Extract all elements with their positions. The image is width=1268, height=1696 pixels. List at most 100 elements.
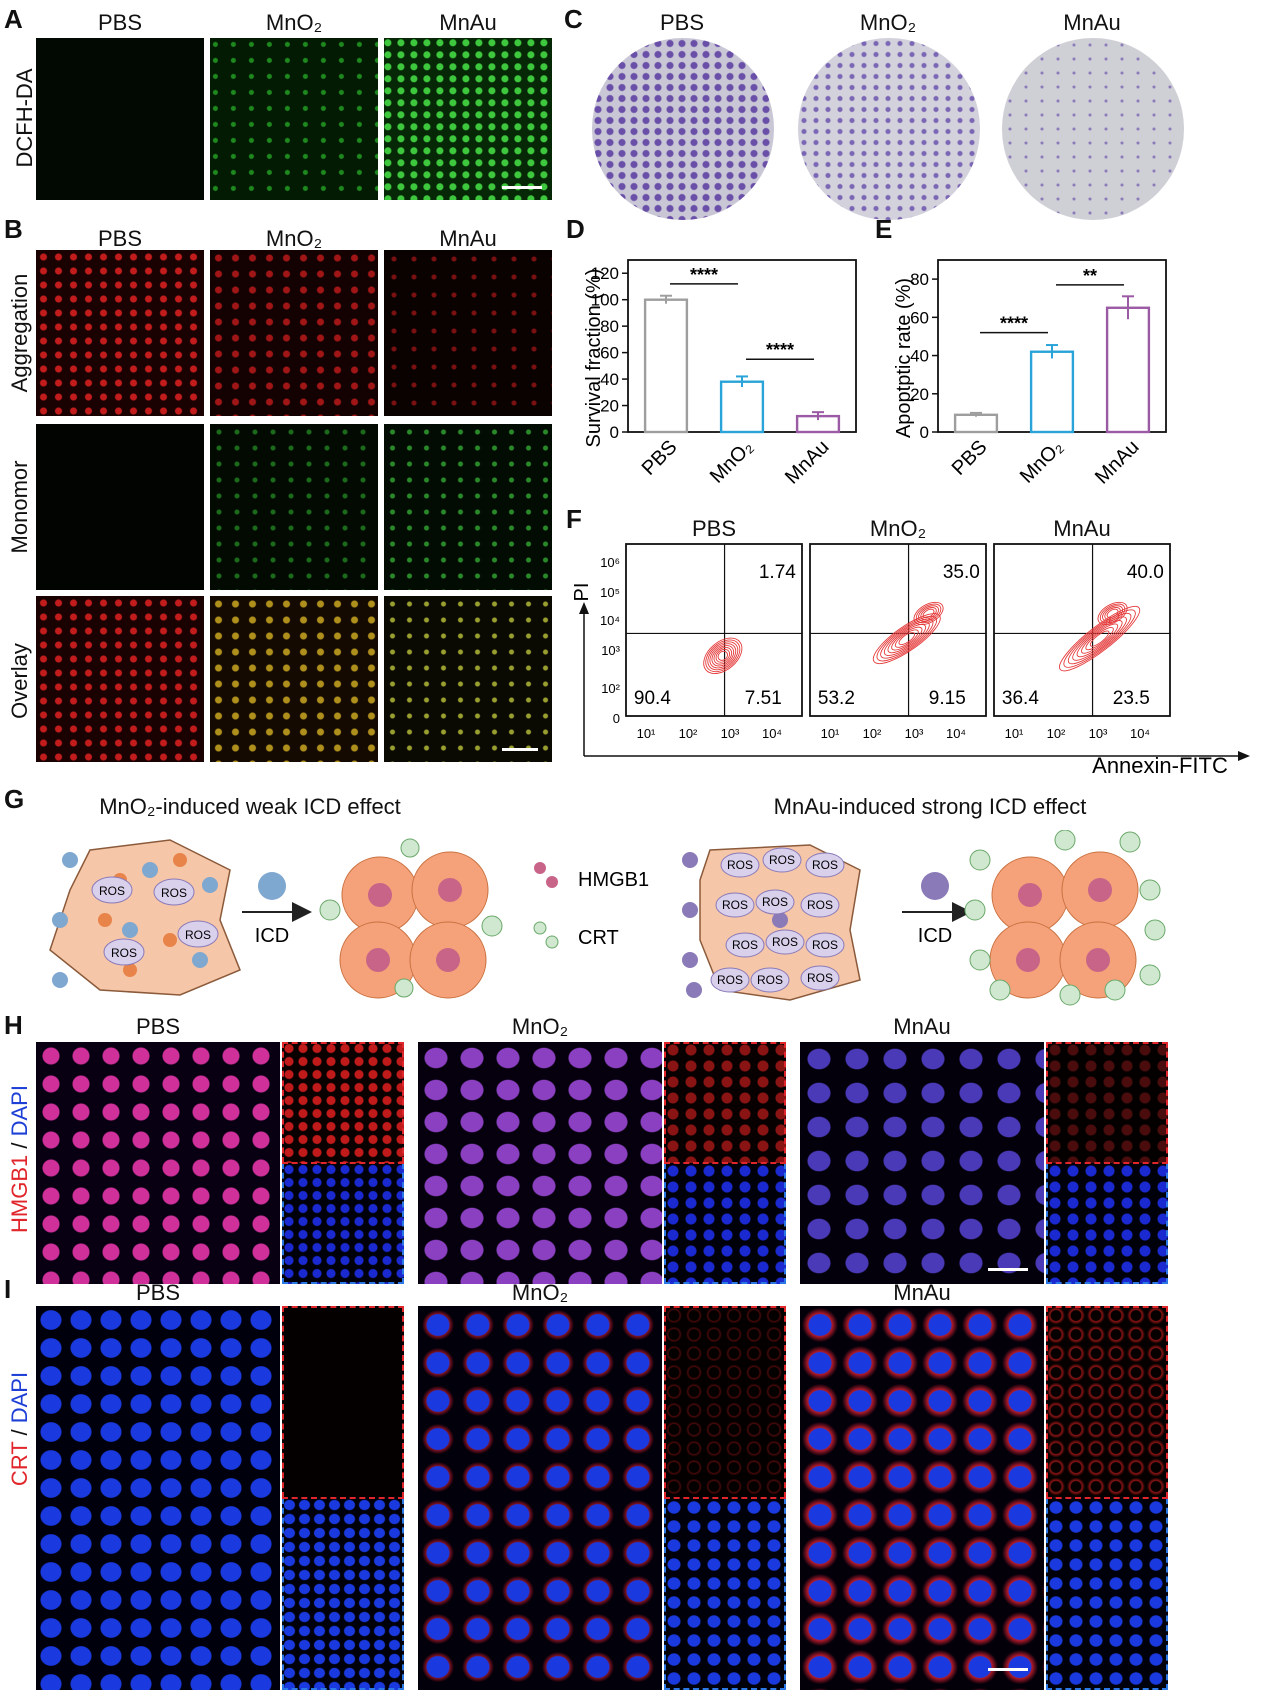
h-divider-mnau [1046,1162,1168,1164]
panel-label-d: D [566,214,585,244]
i-frame-red-mno2 [664,1306,786,1498]
panel-label-b: B [4,214,23,244]
e-ytick-label-0: 0 [920,423,929,442]
f-contour-2-3 [1072,616,1127,661]
g-ros-cloud-9 [750,967,790,993]
g-ros-cloud-1 [762,847,802,873]
g-ros-2: ROS [161,886,187,900]
g-ros-cloud-7 [765,929,805,955]
g-ros-label-10: ROS [807,971,833,985]
i-frame-blue-pbs [282,1498,404,1690]
f-xlabel: Annexin-FITC [1092,753,1228,778]
i-ylabel: CRT / DAPI [7,1369,33,1489]
c-dish-mnau [1002,38,1184,220]
d-ylabel: Survival fraction (%) [583,269,605,448]
d-ytick-label-0: 0 [610,423,619,442]
i-ylabel-blue: DAPI [7,1371,32,1424]
g-ros-label-2: ROS [812,858,838,872]
a-image-mnau [384,38,552,200]
h-blue-mno2 [664,1163,786,1284]
f-contour-0-5 [713,647,733,665]
g-legend-crt: CRT [578,927,619,949]
b-agg-mno2 [210,250,378,416]
d-bar-1 [719,380,765,434]
g-left-title: MnO₂-induced weak ICD effect [99,794,401,819]
i-red-mnau [1046,1306,1168,1498]
f-ytick-label-3: 10⁴ [600,613,620,628]
f-ytick-label-2: 10³ [601,643,620,658]
f-contour-hi-2-3 [1104,607,1121,620]
i-divider-pbs [282,1497,404,1499]
f-xtick-label-2-1: 10² [1047,726,1066,741]
g-ros-cloud-3 [715,892,755,918]
f-contour-hi-2-4 [1106,608,1119,619]
e-xtick-label-0: PBS [948,436,992,480]
f-q-ur-1: 35.0 [943,562,980,583]
i-ylabel-sep: / [7,1423,32,1442]
c-col-pbs: PBS [659,10,705,35]
g-ros-cloud-2 [805,852,845,878]
f-contour-2-0 [1059,605,1141,672]
f-contour-hi-1-1 [915,603,942,624]
f-xtick-label-2-0: 10¹ [1005,726,1024,741]
b-over-pbs [36,596,204,762]
f-box-2 [993,543,1171,717]
chart-e: Apoptptic rate (%) 0 20 40 60 80 PBS MnO₂ MnAu *… [893,259,1167,488]
f-contour-0-0 [703,637,743,674]
h-blue-pbs [282,1163,404,1284]
g-ros-label-4: ROS [762,895,788,909]
panel-label-e: E [875,214,893,244]
h-frame-blue-mno2 [664,1163,786,1284]
e-bar-0 [953,413,999,434]
f-contour-1-5 [891,626,923,651]
i-frame-red-mnau [1046,1306,1168,1498]
a-scale-bar [502,186,542,189]
h-ylabel-blue: DAPI [7,1085,32,1137]
d-ytick-label-6: 120 [591,264,619,283]
f-contour-0-6 [715,648,731,663]
g-right-arrow-label: ICD [918,925,952,947]
d-xtick-label-2: MnAu [781,436,834,489]
chart-d: Survival fraction (%) 0 20 40 60 80 100 120 PBS… [583,259,857,489]
b-mono-mnau [384,424,552,590]
d-xtick-label-0: PBS [638,436,682,480]
g-legend-hmgb1-icon [534,862,546,874]
b-mono-pbs [36,424,204,590]
b-row-overlay: Overlay [7,643,32,719]
i-main-mnau [800,1306,1044,1690]
i-divider-mnau [1046,1497,1168,1499]
h-frame-blue-pbs [282,1163,404,1284]
f-xtick-label-1-0: 10¹ [821,726,840,741]
f-q-lr-2: 23.5 [1113,688,1150,709]
g-left-cells: ROS ROS ROS ROS [49,839,241,996]
b-scale-bar [502,748,538,751]
g-ros-cloud-8 [805,932,845,958]
b-col-mnau: MnAu [439,226,497,251]
f-ytick-label-4: 10⁵ [600,585,620,600]
f-contour-0-2 [707,641,739,671]
f-xtick-label-0-3: 10⁴ [762,726,782,741]
f-contour-0-4 [711,645,735,667]
h-ylabel-sep: / [7,1136,32,1155]
i-col-mnau: MnAu [893,1280,951,1305]
i-col-mno2: MnO₂ [511,1280,569,1305]
f-xtick-label-2-2: 10³ [1089,726,1108,741]
g-ros-label-5: ROS [807,898,833,912]
g-ros-4: ROS [111,946,137,960]
b-agg-pbs [36,250,204,416]
f-contour-hi-2-2 [1102,605,1124,622]
g-legend-hmgb1: HMGB1 [578,869,649,891]
f-contour-2-1 [1063,609,1136,668]
h-col-pbs: PBS [135,1014,181,1039]
g-right-cells: ROS ROS ROS ROS ROS ROS ROS ROS ROS ROS ROS ROS [682,844,861,1001]
f-xtick-label-1-3: 10⁴ [946,726,966,741]
h-col-mno2: MnO₂ [511,1014,569,1039]
i-col-pbs: PBS [135,1280,181,1305]
i-divider-mno2 [664,1497,786,1499]
i-red-pbs [282,1306,404,1498]
a-row-label: DCFH-DA [12,68,37,168]
g-ros-label-8: ROS [812,938,838,952]
f-yaxis-arrowhead [579,602,589,614]
e-ytick-label-3: 60 [910,308,929,327]
i-main-pbs [36,1306,280,1690]
